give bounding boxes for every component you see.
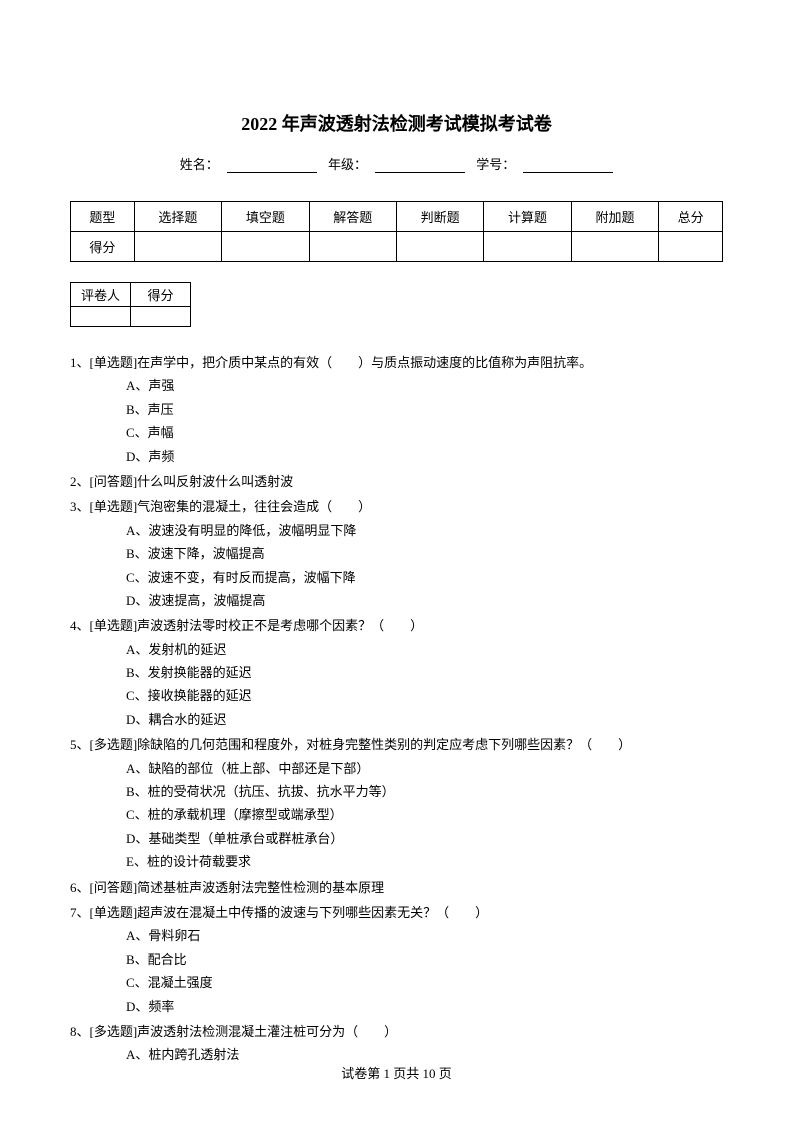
question-option: E、桩的设计荷载要求 [70,850,723,873]
question-text: 7、[单选题]超声波在混凝土中传播的波速与下列哪些因素无关？（ ） [70,901,723,924]
grader-header: 评卷人 [71,283,131,307]
table-row: 题型 选择题 填空题 解答题 判断题 计算题 附加题 总分 [71,202,723,232]
student-info-line: 姓名： 年级： 学号： [70,154,723,173]
table-cell[interactable] [484,232,571,262]
table-cell: 得分 [71,232,135,262]
table-cell[interactable] [396,232,483,262]
table-cell: 附加题 [571,202,658,232]
grade-blank[interactable] [375,159,465,173]
question-item: 1、[单选题]在声学中，把介质中某点的有效（ ）与质点振动速度的比值称为声阻抗率… [70,351,723,468]
grader-table: 评卷人 得分 [70,282,191,327]
exam-title: 2022 年声波透射法检测考试模拟考试卷 [70,110,723,136]
question-option: C、桩的承载机理（摩擦型或端承型） [70,803,723,826]
question-option: C、波速不变，有时反而提高，波幅下降 [70,566,723,589]
question-item: 3、[单选题]气泡密集的混凝土，往往会造成（ ）A、波速没有明显的降低，波幅明显… [70,495,723,612]
question-option: A、发射机的延迟 [70,638,723,661]
question-option: C、声幅 [70,421,723,444]
question-option: D、耦合水的延迟 [70,708,723,731]
question-option: D、波速提高，波幅提高 [70,589,723,612]
question-item: 8、[多选题]声波透射法检测混凝土灌注桩可分为（ ）A、桩内跨孔透射法 [70,1020,723,1067]
page-footer: 试卷第 1 页共 10 页 [0,1063,793,1082]
question-option: B、配合比 [70,948,723,971]
table-cell[interactable] [659,232,723,262]
grader-cell[interactable] [71,307,131,327]
table-row [71,307,191,327]
question-item: 2、[问答题]什么叫反射波什么叫透射波 [70,470,723,493]
name-blank[interactable] [227,159,317,173]
table-row: 评卷人 得分 [71,283,191,307]
question-text: 3、[单选题]气泡密集的混凝土，往往会造成（ ） [70,495,723,518]
question-option: B、发射换能器的延迟 [70,661,723,684]
question-item: 7、[单选题]超声波在混凝土中传播的波速与下列哪些因素无关？（ ）A、骨料卵石B… [70,901,723,1018]
table-cell[interactable] [134,232,221,262]
question-option: B、声压 [70,398,723,421]
question-item: 4、[单选题]声波透射法零时校正不是考虑哪个因素？（ ）A、发射机的延迟B、发射… [70,614,723,731]
id-blank[interactable] [523,159,613,173]
question-option: A、声强 [70,374,723,397]
question-option: A、缺陷的部位（桩上部、中部还是下部） [70,757,723,780]
score-table: 题型 选择题 填空题 解答题 判断题 计算题 附加题 总分 得分 [70,201,723,262]
table-cell: 题型 [71,202,135,232]
table-cell[interactable] [309,232,396,262]
question-option: C、混凝土强度 [70,971,723,994]
question-option: B、桩的受荷状况（抗压、抗拔、抗水平力等） [70,780,723,803]
table-cell: 判断题 [396,202,483,232]
question-text: 8、[多选题]声波透射法检测混凝土灌注桩可分为（ ） [70,1020,723,1043]
table-cell: 选择题 [134,202,221,232]
question-option: B、波速下降，波幅提高 [70,542,723,565]
table-cell: 填空题 [222,202,309,232]
question-option: D、基础类型（单桩承台或群桩承台） [70,827,723,850]
table-cell[interactable] [222,232,309,262]
question-option: C、接收换能器的延迟 [70,684,723,707]
score-cell[interactable] [131,307,191,327]
question-option: A、骨料卵石 [70,924,723,947]
questions-container: 1、[单选题]在声学中，把介质中某点的有效（ ）与质点振动速度的比值称为声阻抗率… [70,351,723,1067]
question-item: 5、[多选题]除缺陷的几何范围和程度外，对桩身完整性类别的判定应考虑下列哪些因素… [70,733,723,873]
question-text: 6、[问答题]简述基桩声波透射法完整性检测的基本原理 [70,876,723,899]
question-text: 4、[单选题]声波透射法零时校正不是考虑哪个因素？（ ） [70,614,723,637]
table-cell[interactable] [571,232,658,262]
question-text: 5、[多选题]除缺陷的几何范围和程度外，对桩身完整性类别的判定应考虑下列哪些因素… [70,733,723,756]
table-cell: 总分 [659,202,723,232]
table-row: 得分 [71,232,723,262]
name-label: 姓名： [180,157,219,172]
question-text: 2、[问答题]什么叫反射波什么叫透射波 [70,470,723,493]
grade-label: 年级： [328,157,367,172]
question-item: 6、[问答题]简述基桩声波透射法完整性检测的基本原理 [70,876,723,899]
score-header: 得分 [131,283,191,307]
id-label: 学号： [476,157,515,172]
question-option: A、波速没有明显的降低，波幅明显下降 [70,519,723,542]
table-cell: 计算题 [484,202,571,232]
question-text: 1、[单选题]在声学中，把介质中某点的有效（ ）与质点振动速度的比值称为声阻抗率… [70,351,723,374]
question-option: D、声频 [70,445,723,468]
table-cell: 解答题 [309,202,396,232]
question-option: D、频率 [70,995,723,1018]
